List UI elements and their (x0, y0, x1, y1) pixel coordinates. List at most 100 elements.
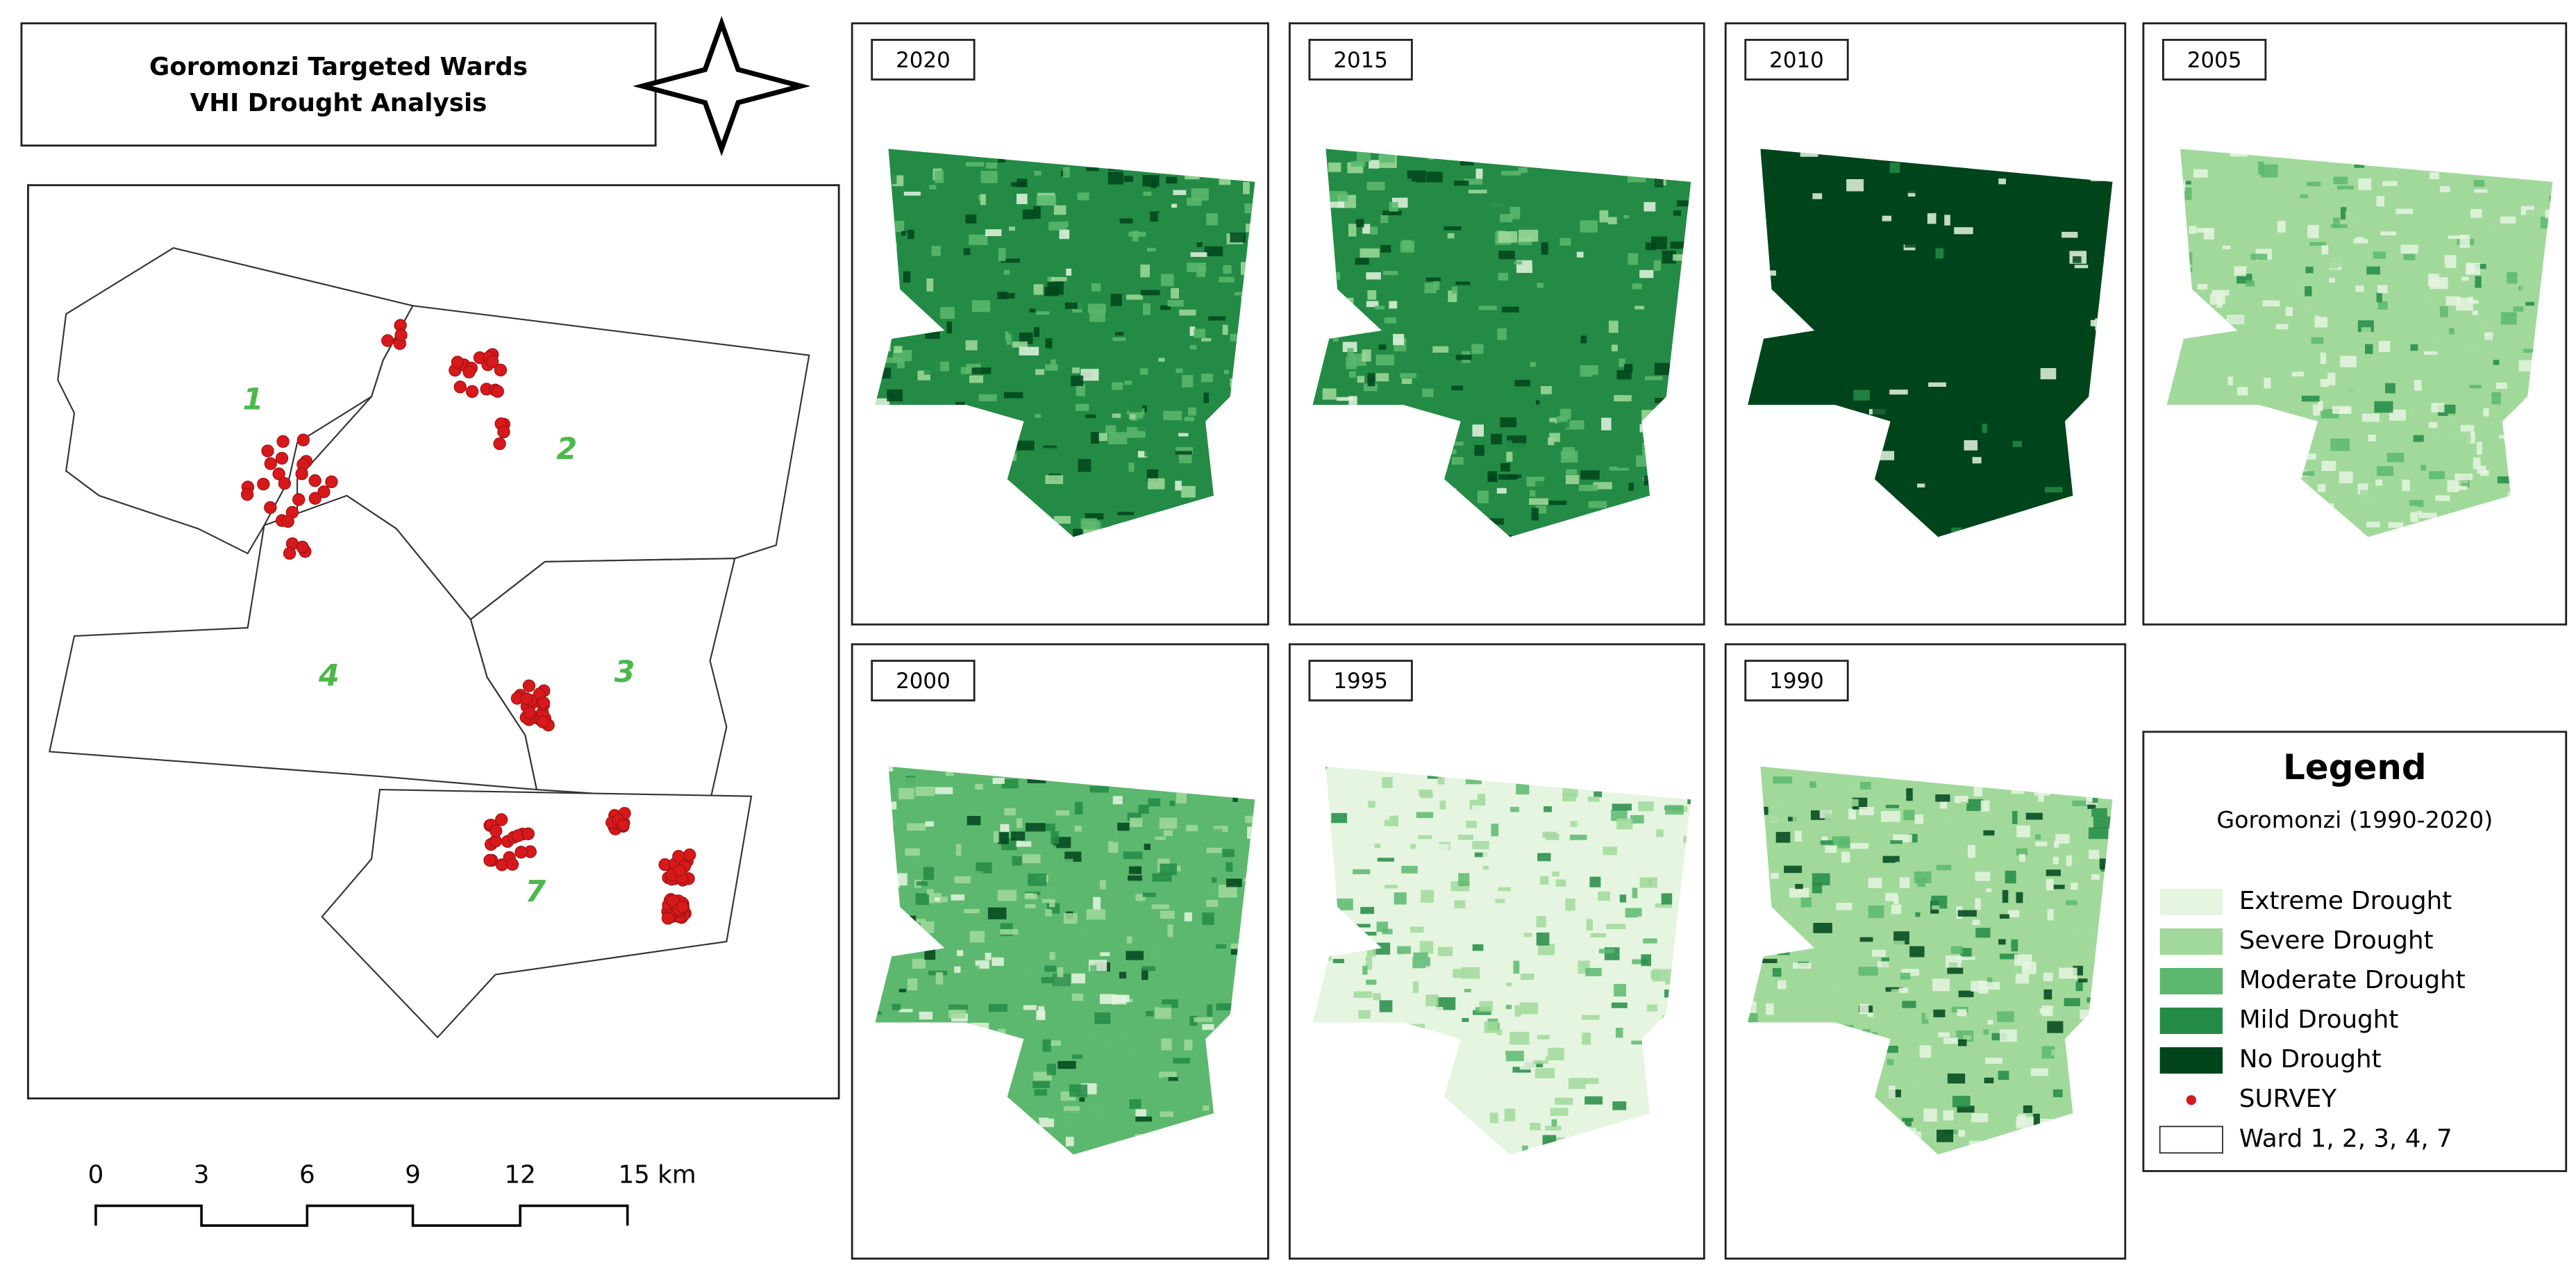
texture-patch (1016, 818, 1023, 828)
texture-patch (1576, 492, 1586, 497)
texture-patch (1143, 192, 1152, 197)
texture-patch (2518, 360, 2535, 372)
texture-patch (1975, 293, 1982, 306)
texture-patch (948, 1004, 969, 1010)
texture-patch (2002, 890, 2009, 903)
texture-patch (1332, 958, 1345, 964)
texture-patch (923, 361, 941, 375)
texture-patch (975, 783, 983, 790)
texture-patch (2226, 315, 2245, 324)
texture-patch (1808, 369, 1816, 378)
texture-patch (2402, 479, 2411, 492)
texture-patch (1673, 254, 1686, 261)
texture-patch (1543, 394, 1557, 399)
texture-patch (1795, 883, 1803, 890)
panel: 1990 (1724, 643, 2127, 1260)
texture-patch (1973, 785, 1983, 796)
texture-patch (2355, 285, 2364, 292)
texture-patch (1855, 327, 1874, 335)
texture-patch (1090, 432, 1099, 444)
texture-patch (1545, 1126, 1562, 1130)
texture-patch (1022, 209, 1035, 219)
texture-patch (2088, 296, 2102, 305)
texture-patch (2525, 301, 2535, 306)
texture-patch (1379, 1000, 1393, 1012)
texture-patch (1477, 794, 1486, 806)
scale-label: 0 (88, 1161, 104, 1190)
texture-patch (894, 346, 903, 353)
texture-patch (2341, 162, 2352, 169)
texture-patch (1127, 875, 1143, 881)
texture-patch (1998, 178, 2007, 185)
texture-patch (1374, 306, 1385, 310)
texture-patch (1907, 1076, 1925, 1085)
texture-patch (2075, 951, 2095, 962)
texture-patch (1033, 284, 1044, 295)
texture-patch (2261, 292, 2273, 299)
texture-patch (1512, 1113, 1528, 1119)
texture-patch (2072, 800, 2089, 807)
texture-patch (2418, 512, 2437, 519)
survey-point (511, 829, 525, 842)
texture-patch (1357, 931, 1377, 936)
texture-patch (1457, 835, 1473, 840)
texture-patch (1354, 924, 1371, 928)
texture-patch (1539, 1046, 1548, 1057)
texture-patch (1171, 287, 1179, 299)
texture-patch (1530, 1122, 1541, 1130)
survey-point (278, 476, 291, 490)
texture-patch (916, 881, 928, 886)
texture-patch (1140, 290, 1160, 296)
texture-patch (1194, 1017, 1213, 1022)
texture-patch (1493, 285, 1501, 292)
texture-patch (1570, 285, 1584, 297)
texture-patch (1644, 202, 1656, 212)
texture-patch (1536, 506, 1546, 514)
texture-patch (1917, 483, 1925, 488)
texture-patch (2014, 182, 2032, 194)
texture-patch (898, 787, 914, 800)
texture-patch (1416, 369, 1422, 381)
texture-patch (1871, 228, 1882, 238)
texture-patch (1000, 292, 1015, 299)
texture-patch (1566, 469, 1578, 475)
texture-patch (1168, 1077, 1178, 1081)
texture-patch (907, 919, 926, 923)
texture-patch (2339, 471, 2353, 483)
texture-patch (1169, 800, 1176, 807)
texture-patch (1100, 952, 1110, 956)
texture-patch (1950, 946, 1964, 954)
texture-patch (1047, 869, 1066, 881)
texture-patch (1331, 812, 1348, 824)
texture-patch (1946, 228, 1955, 233)
texture-patch (940, 307, 955, 319)
texture-patch (2314, 315, 2328, 328)
texture-patch (954, 966, 961, 973)
survey-point (453, 381, 467, 394)
texture-patch (1111, 1029, 1126, 1040)
texture-patch (1848, 386, 1854, 391)
texture-patch (2476, 442, 2482, 455)
survey-point (497, 425, 510, 439)
texture-patch (2474, 189, 2488, 193)
texture-patch (1090, 1114, 1105, 1124)
survey-point (394, 328, 408, 342)
texture-patch (2418, 514, 2434, 522)
texture-patch (2322, 256, 2332, 268)
texture-patch (1148, 798, 1161, 807)
texture-patch (2403, 253, 2416, 260)
texture-patch (1144, 448, 1155, 457)
texture-patch (926, 278, 934, 292)
texture-patch (1394, 892, 1407, 905)
survey-point (536, 715, 549, 728)
texture-patch (1019, 347, 1039, 356)
texture-patch (1535, 481, 1553, 494)
texture-patch (1627, 444, 1637, 451)
texture-patch (1406, 181, 1416, 187)
texture-patch (1078, 459, 1092, 472)
texture-patch (2473, 180, 2485, 187)
texture-patch (918, 221, 927, 228)
texture-patch (1518, 167, 1528, 174)
texture-patch (2497, 476, 2517, 484)
texture-patch (1886, 233, 1905, 242)
